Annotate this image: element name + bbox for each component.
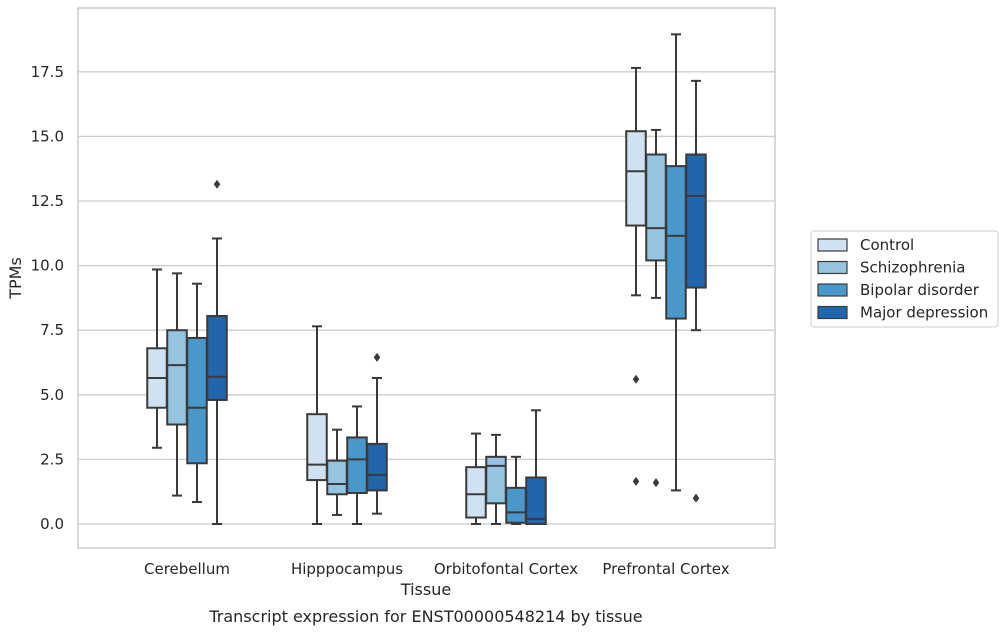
box-iqr bbox=[505, 486, 527, 524]
outlier-point bbox=[652, 478, 660, 488]
legend-swatch bbox=[817, 305, 848, 320]
outlier-point bbox=[213, 179, 221, 189]
legend-label: Major depression bbox=[860, 304, 988, 322]
box-major-depression bbox=[366, 352, 388, 515]
outlier-point bbox=[632, 476, 640, 486]
box-bipolar-disorder bbox=[665, 33, 687, 492]
x-axis-title: Tissue bbox=[400, 580, 451, 599]
box-bipolar-disorder bbox=[186, 282, 208, 504]
y-tick-label: 17.5 bbox=[31, 63, 64, 81]
chart-caption: Transcript expression for ENST0000054821… bbox=[208, 607, 642, 626]
y-tick-labels: 0.0 2.5 5.0 7.5 10.0 12.5 15.0 17.5 bbox=[31, 63, 64, 533]
box-major-depression bbox=[206, 179, 228, 525]
box-iqr bbox=[206, 314, 228, 401]
legend-label: Schizophrenia bbox=[860, 259, 965, 277]
box-major-depression bbox=[525, 409, 547, 526]
x-tick-label: Orbitofontal Cortex bbox=[434, 560, 578, 578]
box-bipolar-disorder bbox=[346, 405, 368, 525]
box-control bbox=[306, 325, 328, 525]
box-iqr bbox=[306, 413, 328, 482]
x-tick-label: Hipppocampus bbox=[291, 560, 403, 578]
y-tick-label: 5.0 bbox=[40, 386, 64, 404]
legend-swatch bbox=[817, 238, 848, 252]
outlier-point bbox=[632, 374, 640, 384]
outlier-point bbox=[692, 493, 700, 503]
box-iqr bbox=[645, 153, 667, 262]
legend: Control Schizophrenia Bipolar disorder Majo… bbox=[810, 230, 999, 328]
box-schizophrenia bbox=[166, 272, 188, 497]
outlier-point bbox=[373, 352, 381, 362]
box-iqr bbox=[525, 476, 547, 526]
box-iqr bbox=[685, 153, 707, 289]
box-iqr bbox=[665, 165, 687, 320]
y-tick-label: 2.5 bbox=[40, 450, 64, 468]
y-tick-label: 10.0 bbox=[31, 257, 64, 275]
box-iqr bbox=[366, 442, 388, 492]
y-tick-label: 15.0 bbox=[31, 127, 64, 145]
box-schizophrenia bbox=[485, 433, 507, 525]
box-control bbox=[146, 268, 168, 449]
x-tick-label: Cerebellum bbox=[144, 560, 230, 578]
box-schizophrenia bbox=[326, 428, 348, 516]
legend-label: Bipolar disorder bbox=[860, 281, 980, 299]
box-iqr bbox=[625, 130, 647, 227]
y-tick-label: 0.0 bbox=[40, 515, 64, 533]
box-iqr bbox=[485, 455, 507, 505]
y-tick-label: 7.5 bbox=[40, 321, 64, 339]
x-tick-label: Prefrontal Cortex bbox=[602, 560, 729, 578]
box-iqr bbox=[166, 329, 188, 426]
box-iqr bbox=[465, 466, 487, 519]
y-axis-title: TPMs bbox=[6, 257, 25, 300]
box-iqr bbox=[186, 336, 208, 465]
box-iqr bbox=[346, 436, 368, 494]
x-tick-labels: Cerebellum Hipppocampus Orbitofontal Corte… bbox=[144, 560, 730, 578]
box-iqr bbox=[326, 459, 348, 496]
box-major-depression bbox=[685, 79, 707, 503]
plot-frame bbox=[77, 7, 776, 549]
legend-label: Control bbox=[860, 236, 914, 254]
boxes-layer bbox=[146, 33, 707, 526]
legend-frame bbox=[810, 230, 999, 328]
legend-swatch bbox=[817, 260, 848, 275]
legend-swatch bbox=[817, 283, 848, 297]
y-tick-label: 12.5 bbox=[31, 192, 64, 210]
